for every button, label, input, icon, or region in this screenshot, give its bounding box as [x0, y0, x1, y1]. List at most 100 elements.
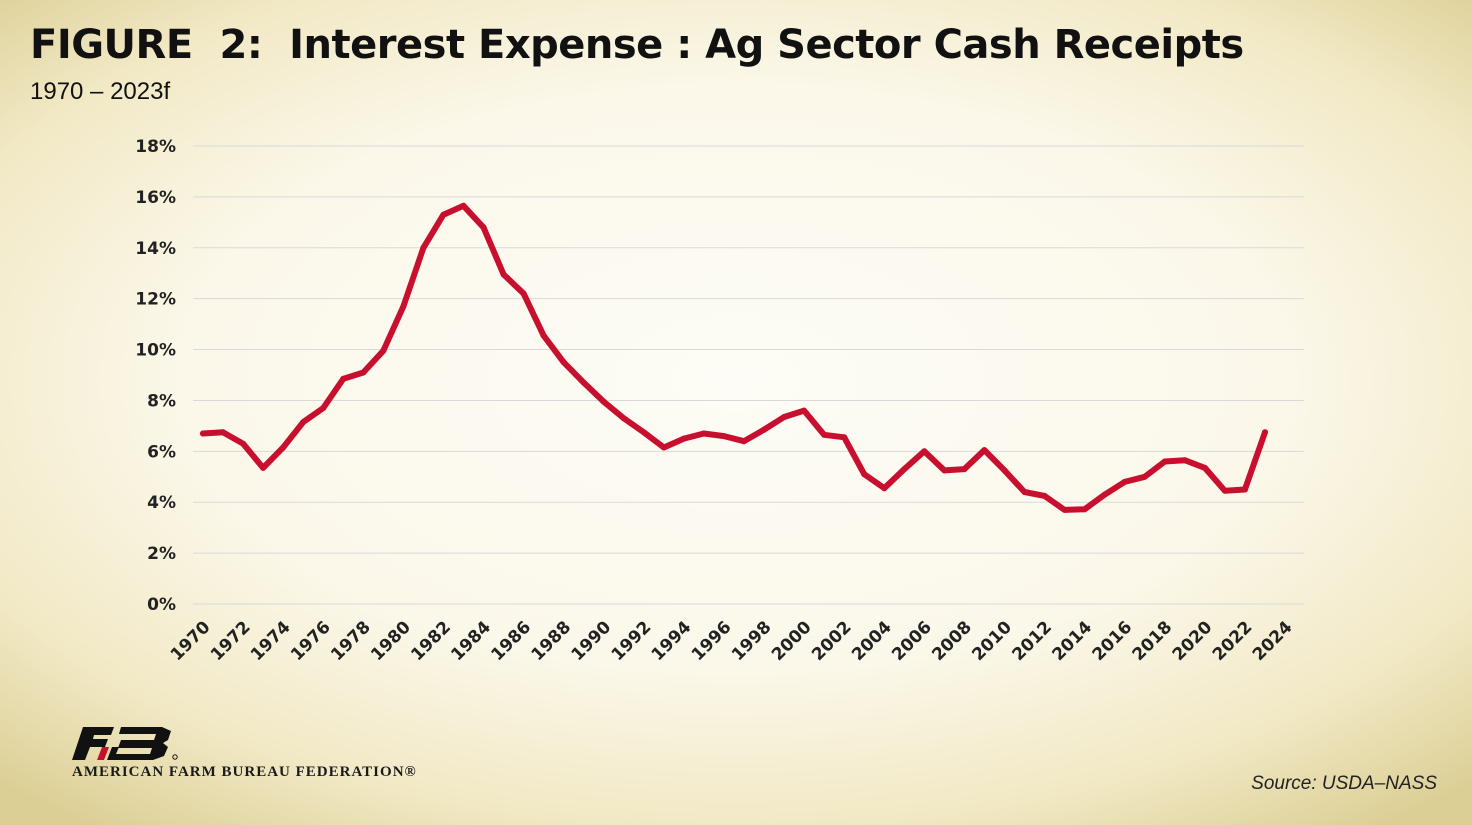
data-point	[400, 303, 407, 310]
data-point	[320, 405, 327, 412]
farm-bureau-logo	[72, 722, 182, 767]
data-point	[580, 379, 587, 386]
data-point	[1021, 489, 1028, 495]
y-tick-label: 12%	[135, 290, 176, 310]
data-point	[841, 434, 848, 441]
data-point	[280, 444, 287, 451]
x-tick-label: 1990	[568, 617, 616, 665]
x-tick-label: 2022	[1209, 617, 1257, 665]
organization-name: AMERICAN FARM BUREAU FEDERATION®	[72, 764, 417, 780]
data-point	[240, 440, 247, 447]
data-point	[680, 435, 687, 442]
x-tick-label: 1982	[407, 617, 455, 665]
data-point	[1161, 458, 1168, 465]
data-point	[380, 347, 387, 354]
series-layer	[200, 202, 1268, 513]
x-tick-label: 2012	[1008, 617, 1056, 665]
data-point	[861, 471, 868, 478]
data-point	[821, 431, 828, 438]
x-tick-label: 1998	[728, 617, 776, 665]
x-tick-label: 1992	[608, 617, 656, 665]
data-point	[1241, 486, 1248, 493]
source-note: Source: USDA–NASS	[1251, 773, 1437, 794]
series-line	[200, 202, 1268, 513]
x-tick-label: 2016	[1089, 617, 1137, 665]
data-point	[220, 429, 226, 436]
data-point	[200, 430, 206, 437]
data-point	[460, 202, 467, 209]
data-point	[1221, 487, 1228, 494]
data-point	[260, 464, 267, 471]
data-point	[881, 485, 888, 492]
data-point	[480, 224, 487, 231]
y-tick-label: 8%	[147, 391, 176, 411]
data-point	[300, 419, 307, 426]
data-point	[1141, 473, 1148, 480]
data-point	[921, 448, 928, 455]
x-tick-label: 2000	[768, 617, 816, 665]
y-tick-label: 16%	[135, 188, 176, 208]
data-point	[961, 466, 968, 473]
data-point	[560, 359, 567, 366]
data-point	[520, 290, 527, 297]
x-tick-label: 2024	[1249, 617, 1297, 665]
data-point	[440, 211, 447, 218]
x-tick-label: 2008	[928, 617, 976, 665]
data-point	[1061, 506, 1068, 513]
y-tick-label: 4%	[147, 493, 176, 513]
x-tick-label: 1984	[447, 617, 495, 665]
data-point	[1201, 464, 1208, 471]
data-point	[420, 244, 427, 251]
y-tick-label: 2%	[147, 544, 176, 564]
data-point	[660, 444, 667, 451]
x-tick-label: 1978	[327, 617, 375, 665]
y-tick-label: 14%	[135, 239, 176, 259]
data-point	[901, 466, 908, 473]
data-point	[640, 429, 647, 436]
x-tick-label: 2002	[808, 617, 856, 665]
x-tick-label: 1996	[688, 617, 736, 665]
chart-subtitle: 1970 – 2023f	[30, 78, 171, 105]
chart-title: FIGURE 2: Interest Expense : Ag Sector C…	[30, 22, 1244, 68]
x-tick-label: 1970	[167, 617, 215, 665]
x-tick-label: 1976	[287, 617, 335, 665]
data-point	[761, 426, 767, 433]
data-point	[360, 369, 367, 376]
data-point	[500, 271, 507, 278]
data-point	[981, 447, 988, 454]
y-tick-label: 10%	[135, 341, 176, 361]
data-point	[1181, 457, 1188, 464]
data-point	[1262, 429, 1268, 436]
data-point	[600, 398, 607, 405]
x-tick-label: 2006	[888, 617, 936, 665]
y-axis-ticks: 0% 2% 4% 6% 8% 10% 12% 14% 16% 18%	[135, 137, 176, 615]
x-tick-label: 2004	[848, 617, 896, 665]
data-point	[741, 438, 747, 445]
data-point	[700, 430, 707, 437]
x-tick-label: 2020	[1169, 617, 1217, 665]
x-tick-label: 1980	[367, 617, 415, 665]
x-tick-label: 2014	[1049, 617, 1097, 665]
data-point	[1001, 467, 1008, 474]
data-point	[1101, 491, 1108, 498]
data-point	[721, 433, 727, 440]
x-tick-label: 1988	[528, 617, 576, 665]
x-tick-label: 1972	[207, 617, 255, 665]
x-tick-label: 1974	[247, 617, 295, 665]
data-point	[801, 407, 808, 414]
data-point	[941, 467, 948, 474]
data-point	[781, 414, 788, 420]
y-tick-label: 6%	[147, 442, 176, 462]
data-point	[540, 332, 547, 339]
data-point	[1041, 492, 1048, 499]
x-tick-label: 1994	[648, 617, 696, 665]
data-point	[1081, 506, 1088, 513]
x-tick-label: 1986	[488, 617, 536, 665]
y-tick-label: 18%	[135, 137, 176, 157]
y-tick-label: 0%	[147, 595, 176, 615]
data-point	[1121, 478, 1128, 485]
gridlines	[193, 145, 1304, 605]
x-tick-label: 2010	[968, 617, 1016, 665]
x-tick-label: 2018	[1129, 617, 1177, 665]
